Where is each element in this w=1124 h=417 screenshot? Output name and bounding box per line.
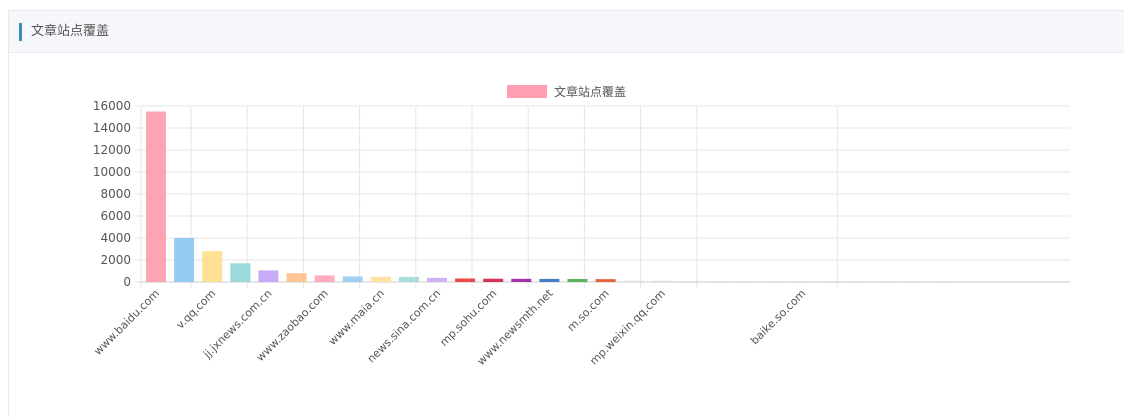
bar: [370, 276, 391, 282]
bar: [764, 281, 785, 282]
bar: [792, 281, 813, 282]
x-tick-label: www.baidu.com: [91, 287, 162, 358]
bar: [708, 281, 728, 282]
bar: [651, 280, 672, 282]
bar: [876, 281, 897, 282]
bar: [539, 278, 560, 282]
bar: [904, 281, 925, 282]
bar: [511, 278, 532, 282]
bar: [286, 273, 307, 282]
chart-panel: 文章站点覆盖: [8, 10, 1124, 417]
header-accent-bar: [19, 23, 22, 41]
y-tick-label: 12000: [93, 143, 131, 157]
bar: [932, 281, 953, 282]
bar: [848, 281, 869, 282]
x-tick-label: baike.so.com: [748, 287, 808, 347]
y-tick-label: 4000: [100, 231, 131, 245]
legend-label: 文章站点覆盖: [554, 84, 626, 99]
bar: [258, 270, 279, 282]
y-tick-label: 2000: [100, 253, 131, 267]
y-tick-label: 6000: [100, 209, 131, 223]
bar: [595, 279, 616, 282]
y-tick-label: 16000: [93, 99, 131, 113]
bar: [314, 275, 335, 282]
bar: [202, 251, 223, 282]
x-tick-label: mp.sohu.com: [437, 287, 499, 349]
bar: [736, 281, 757, 282]
bar: [174, 238, 195, 282]
y-tick-label: 14000: [93, 121, 131, 135]
bar: [567, 279, 588, 282]
bar: [146, 111, 166, 282]
bar: [679, 280, 700, 282]
y-tick-label: 10000: [93, 165, 131, 179]
x-tick-label: www.maia.cn: [326, 287, 387, 348]
x-tick-label: m.so.com: [565, 287, 612, 334]
bar: [342, 276, 363, 282]
panel-header: 文章站点覆盖: [9, 11, 1124, 53]
panel-title: 文章站点覆盖: [31, 24, 110, 39]
bar: [455, 278, 476, 282]
bar: [623, 280, 644, 282]
bar: [230, 263, 251, 282]
bar: [398, 276, 419, 282]
bar: [483, 278, 504, 282]
x-tick-label: v.qq.com: [174, 287, 219, 332]
bar: [427, 277, 447, 282]
bar: [820, 281, 841, 282]
legend-swatch: [507, 85, 547, 98]
y-tick-label: 0: [123, 275, 131, 289]
y-tick-label: 8000: [100, 187, 131, 201]
